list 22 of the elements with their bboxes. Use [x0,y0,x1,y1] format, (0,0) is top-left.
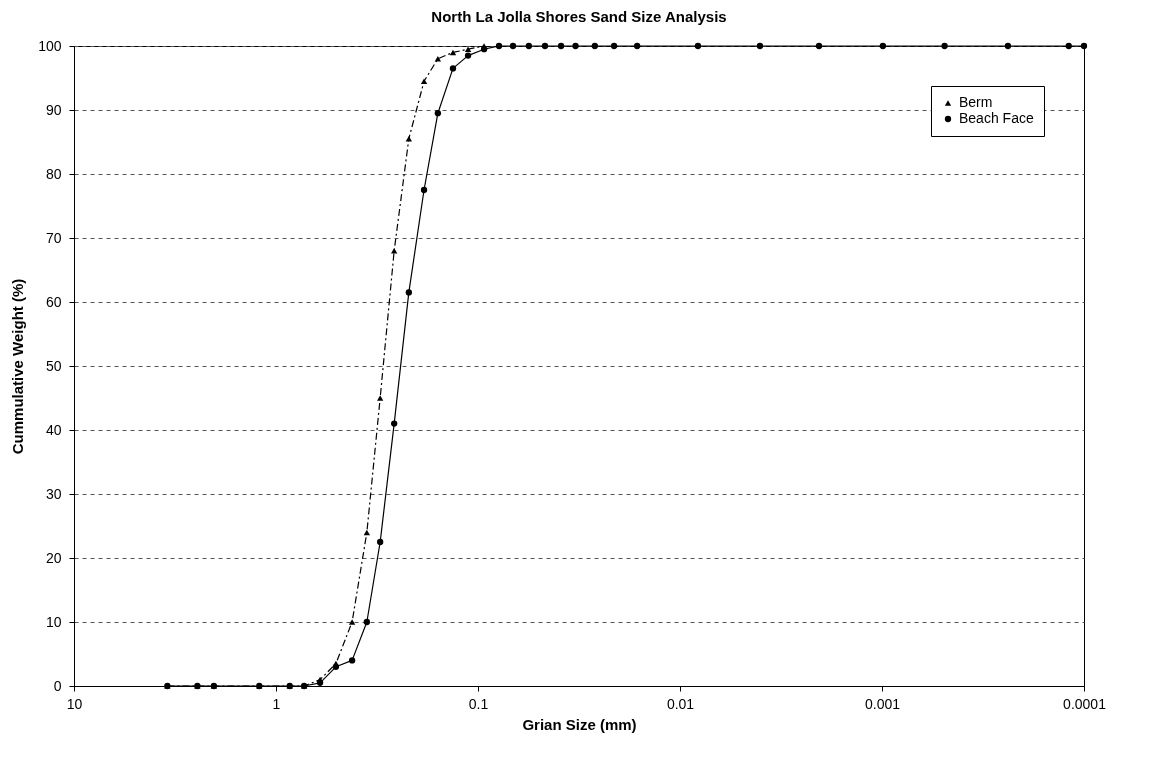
y-tick-label: 50 [45,357,62,374]
y-tick-label: 0 [53,677,62,694]
y-tick-label: 90 [45,101,62,118]
chart-title: North La Jolla Shores Sand Size Analysis [431,8,727,25]
y-tick-label: 30 [45,485,62,502]
x-tick-label: 0.001 [864,695,901,712]
legend-label: Beach Face [959,110,1034,126]
x-tick-label: 0.0001 [1063,695,1107,712]
x-axis-title: Grian Size (mm) [522,715,637,733]
y-tick-label: 40 [45,421,62,438]
x-tick-label: 1 [272,695,281,712]
x-tick-label: 0.01 [666,695,695,712]
y-tick-label: 100 [38,37,62,54]
y-tick-label: 10 [45,613,62,630]
x-tick-label: 10 [66,695,83,712]
x-tick-label: 0.1 [468,695,489,712]
y-tick-label: 20 [45,549,62,566]
y-axis-title: Cummulative Weight (%) [9,278,27,455]
y-tick-label: 70 [45,229,62,246]
legend-label: Berm [959,94,993,110]
y-tick-label: 60 [45,293,62,310]
y-tick-label: 80 [45,165,62,182]
